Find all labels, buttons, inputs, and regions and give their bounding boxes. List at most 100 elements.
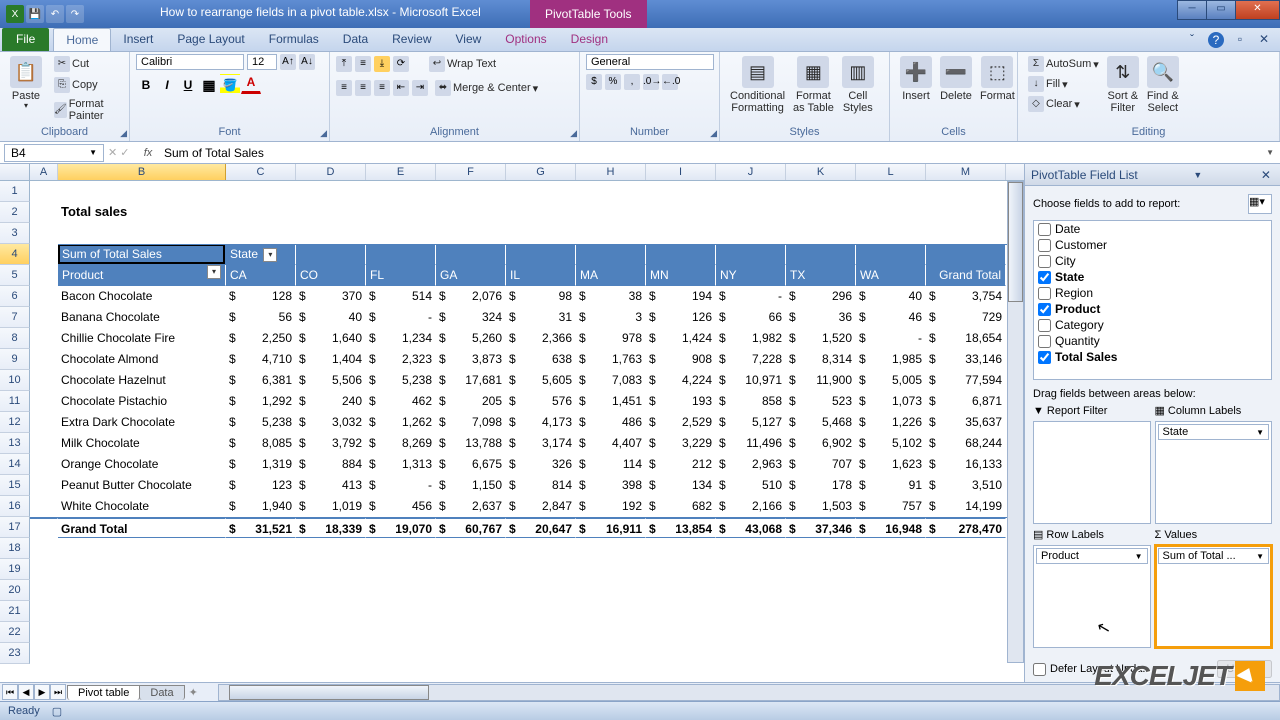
field-city[interactable]: City (1034, 253, 1271, 269)
cut-button[interactable]: ✂Cut (50, 54, 123, 74)
align-left-icon[interactable]: ≡ (336, 80, 352, 96)
align-right-icon[interactable]: ≡ (374, 80, 390, 96)
fill-color-button[interactable]: 🪣 (220, 74, 240, 94)
save-icon[interactable]: 💾 (26, 5, 44, 23)
tab-nav-first-icon[interactable]: ⏮ (2, 684, 18, 700)
font-color-button[interactable]: A (241, 74, 261, 94)
font-family-input[interactable] (136, 54, 244, 70)
find-select-button[interactable]: 🔍Find & Select (1143, 54, 1183, 116)
underline-button[interactable]: U (178, 74, 198, 94)
comma-icon[interactable]: , (624, 74, 640, 90)
row-header-22[interactable]: 22 (0, 622, 30, 643)
help-icon[interactable]: ? (1208, 32, 1224, 48)
new-sheet-icon[interactable]: ✦ (189, 686, 198, 699)
row-header-4[interactable]: 4 (0, 244, 30, 265)
col-header-I[interactable]: I (646, 164, 716, 180)
enter-formula-icon[interactable]: ✓ (120, 146, 129, 159)
row-header-14[interactable]: 14 (0, 454, 30, 475)
currency-icon[interactable]: $ (586, 74, 602, 90)
col-header-E[interactable]: E (366, 164, 436, 180)
cancel-formula-icon[interactable]: ✕ (108, 146, 117, 159)
italic-button[interactable]: I (157, 74, 177, 94)
row-labels-area[interactable]: Product▼ (1033, 545, 1151, 648)
field-date[interactable]: Date (1034, 221, 1271, 237)
minimize-ribbon-icon[interactable]: ˇ (1184, 32, 1200, 48)
row-header-3[interactable]: 3 (0, 223, 30, 244)
row-header-15[interactable]: 15 (0, 475, 30, 496)
row-header-5[interactable]: 5 (0, 265, 30, 286)
tab-design[interactable]: Design (559, 28, 620, 51)
row-area-item[interactable]: Product▼ (1036, 548, 1148, 564)
field-region[interactable]: Region (1034, 285, 1271, 301)
formula-input[interactable]: Sum of Total Sales (158, 145, 1260, 161)
col-header-K[interactable]: K (786, 164, 856, 180)
autosum-button[interactable]: ΣAutoSum ▾ (1024, 54, 1103, 74)
merge-center-button[interactable]: ⬌Merge & Center ▾ (431, 78, 542, 98)
field-product[interactable]: Product (1034, 301, 1271, 317)
row-header-16[interactable]: 16 (0, 496, 30, 517)
row-header-17[interactable]: 17 (0, 517, 30, 538)
row-header-1[interactable]: 1 (0, 181, 30, 202)
decrease-decimal-icon[interactable]: ←.0 (662, 74, 678, 90)
percent-icon[interactable]: % (605, 74, 621, 90)
col-header-C[interactable]: C (226, 164, 296, 180)
decrease-indent-icon[interactable]: ⇤ (393, 80, 409, 96)
tab-nav-next-icon[interactable]: ▶ (34, 684, 50, 700)
tab-nav-prev-icon[interactable]: ◀ (18, 684, 34, 700)
row-header-20[interactable]: 20 (0, 580, 30, 601)
row-header-23[interactable]: 23 (0, 643, 30, 664)
field-customer[interactable]: Customer (1034, 237, 1271, 253)
align-center-icon[interactable]: ≡ (355, 80, 371, 96)
close-button[interactable]: ✕ (1235, 0, 1280, 20)
font-launcher-icon[interactable]: ◢ (320, 128, 327, 139)
number-format-select[interactable] (586, 54, 714, 70)
col-header-D[interactable]: D (296, 164, 366, 180)
border-button[interactable]: ▦ (199, 74, 219, 94)
tab-file[interactable]: File (2, 28, 49, 51)
sheet-tab-data[interactable]: Data (139, 685, 184, 700)
align-top-icon[interactable]: ⤒ (336, 56, 352, 72)
col-header-F[interactable]: F (436, 164, 506, 180)
col-header-A[interactable]: A (30, 164, 58, 180)
number-launcher-icon[interactable]: ◢ (710, 128, 717, 139)
align-bottom-icon[interactable]: ⤓ (374, 56, 390, 72)
col-header-B[interactable]: B (58, 164, 226, 180)
row-header-8[interactable]: 8 (0, 328, 30, 349)
row-header-10[interactable]: 10 (0, 370, 30, 391)
vertical-scrollbar[interactable] (1007, 181, 1024, 663)
tab-review[interactable]: Review (380, 28, 443, 51)
col-header-M[interactable]: M (926, 164, 1006, 180)
col-header-H[interactable]: H (576, 164, 646, 180)
format-cells-button[interactable]: ⬚Format (976, 54, 1019, 104)
tab-page-layout[interactable]: Page Layout (165, 28, 256, 51)
defer-layout-checkbox[interactable] (1033, 663, 1046, 676)
cell-styles-button[interactable]: ▥Cell Styles (838, 54, 878, 116)
excel-icon[interactable]: X (6, 5, 24, 23)
field-list-box[interactable]: DateCustomerCityStateRegionProductCatego… (1033, 220, 1272, 380)
row-header-7[interactable]: 7 (0, 307, 30, 328)
minimize-button[interactable]: ─ (1177, 0, 1207, 20)
sort-filter-button[interactable]: ⇅Sort & Filter (1103, 54, 1143, 116)
window-restore-icon[interactable]: ▫ (1232, 32, 1248, 48)
field-panel-dropdown-icon[interactable]: ▼ (1193, 170, 1202, 180)
field-total-sales[interactable]: Total Sales (1034, 349, 1271, 365)
decrease-font-icon[interactable]: A↓ (299, 54, 315, 70)
increase-decimal-icon[interactable]: .0→ (643, 74, 659, 90)
product-filter-icon[interactable]: ▾ (207, 265, 221, 279)
field-panel-close-icon[interactable]: ✕ (1258, 168, 1274, 182)
report-filter-area[interactable] (1033, 421, 1151, 524)
row-header-6[interactable]: 6 (0, 286, 30, 307)
col-header-J[interactable]: J (716, 164, 786, 180)
copy-button[interactable]: ⎘Copy (50, 75, 123, 95)
format-as-table-button[interactable]: ▦Format as Table (789, 54, 838, 116)
alignment-launcher-icon[interactable]: ◢ (570, 128, 577, 139)
row-header-11[interactable]: 11 (0, 391, 30, 412)
tab-options[interactable]: Options (493, 28, 558, 51)
workbook-close-icon[interactable]: ✕ (1256, 32, 1272, 48)
tab-insert[interactable]: Insert (111, 28, 165, 51)
row-header-2[interactable]: 2 (0, 202, 30, 223)
row-header-12[interactable]: 12 (0, 412, 30, 433)
conditional-formatting-button[interactable]: ▤Conditional Formatting (726, 54, 789, 116)
orientation-icon[interactable]: ⟳ (393, 56, 409, 72)
font-size-input[interactable] (247, 54, 277, 70)
